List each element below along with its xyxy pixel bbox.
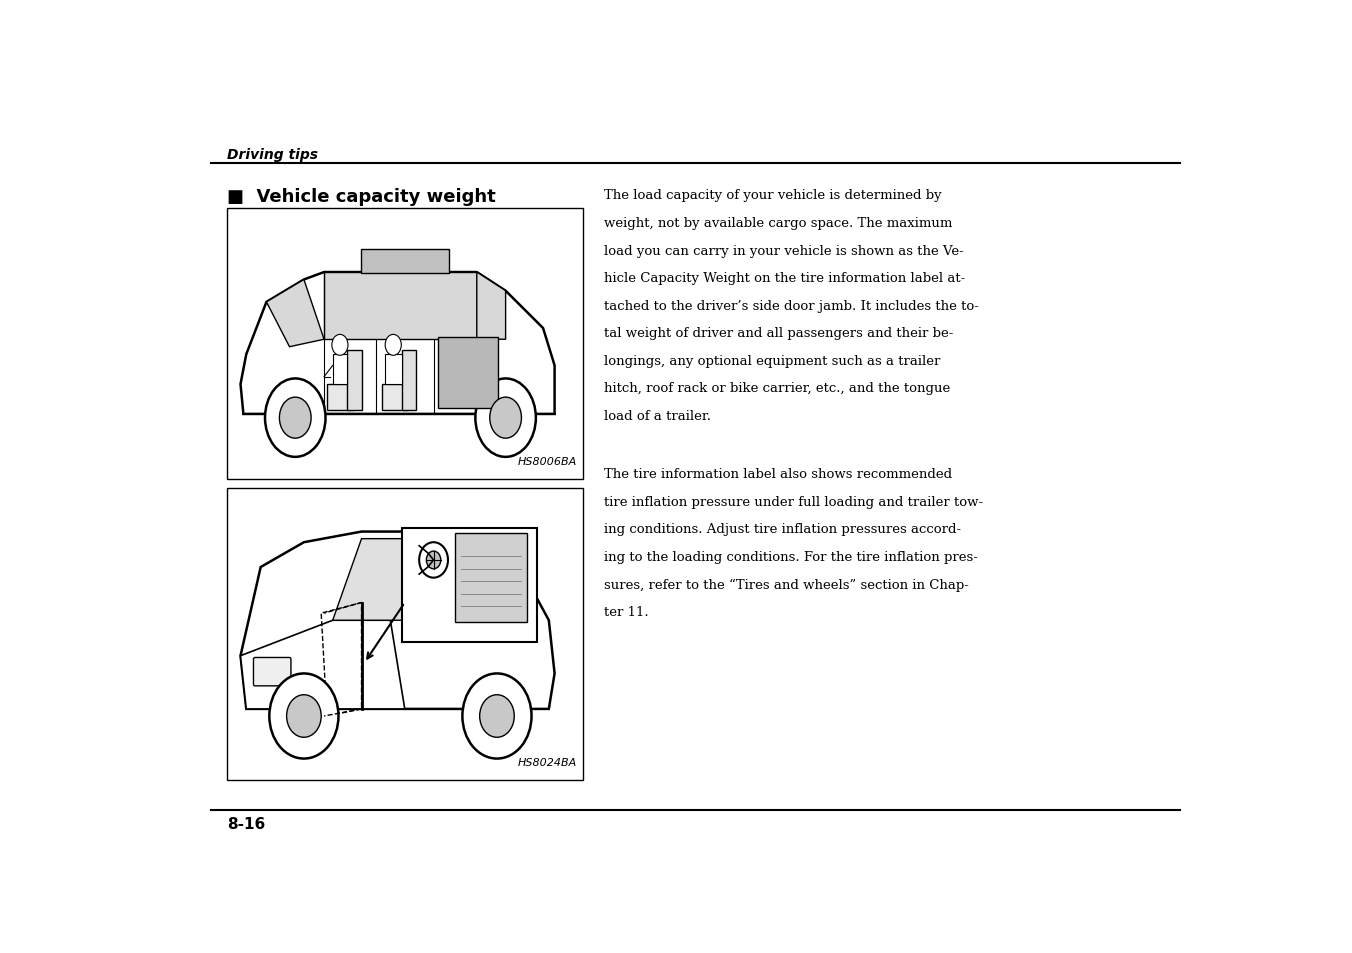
Text: ■  Vehicle capacity weight: ■ Vehicle capacity weight [227, 188, 495, 206]
Text: Driving tips: Driving tips [227, 148, 318, 162]
Text: The tire information label also shows recommended: The tire information label also shows re… [604, 468, 952, 480]
Text: tire inflation pressure under full loading and trailer tow-: tire inflation pressure under full loadi… [604, 496, 983, 508]
Text: ter 11.: ter 11. [604, 605, 649, 618]
Text: tal weight of driver and all passengers and their be-: tal weight of driver and all passengers … [604, 327, 953, 340]
Text: load of a trailer.: load of a trailer. [604, 410, 711, 422]
Text: tached to the driver’s side door jamb. It includes the to-: tached to the driver’s side door jamb. I… [604, 299, 979, 313]
Text: ing to the loading conditions. For the tire inflation pres-: ing to the loading conditions. For the t… [604, 550, 977, 563]
Text: ing conditions. Adjust tire inflation pressures accord-: ing conditions. Adjust tire inflation pr… [604, 523, 961, 536]
FancyBboxPatch shape [227, 489, 583, 781]
Text: weight, not by available cargo space. The maximum: weight, not by available cargo space. Th… [604, 216, 952, 230]
Text: hitch, roof rack or bike carrier, etc., and the tongue: hitch, roof rack or bike carrier, etc., … [604, 382, 950, 395]
Text: 8-16: 8-16 [227, 816, 265, 831]
FancyBboxPatch shape [227, 209, 583, 479]
Text: The load capacity of your vehicle is determined by: The load capacity of your vehicle is det… [604, 190, 941, 202]
Text: sures, refer to the “Tires and wheels” section in Chap-: sures, refer to the “Tires and wheels” s… [604, 578, 969, 591]
Text: HS8006BA: HS8006BA [518, 456, 576, 467]
Text: HS8024BA: HS8024BA [518, 758, 576, 767]
Text: longings, any optional equipment such as a trailer: longings, any optional equipment such as… [604, 355, 940, 367]
Text: load you can carry in your vehicle is shown as the Ve-: load you can carry in your vehicle is sh… [604, 244, 964, 257]
Text: hicle Capacity Weight on the tire information label at-: hicle Capacity Weight on the tire inform… [604, 272, 965, 285]
